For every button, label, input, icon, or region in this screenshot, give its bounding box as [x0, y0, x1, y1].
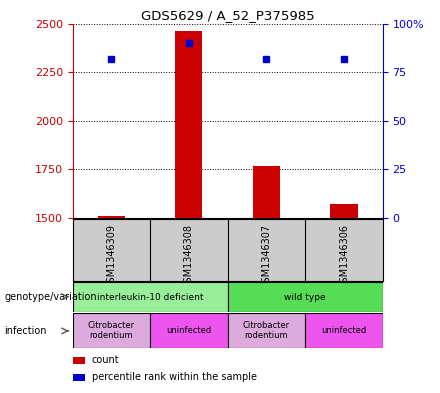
Bar [228, 282, 383, 312]
Text: uninfected: uninfected [166, 326, 212, 335]
Text: GSM1346306: GSM1346306 [339, 224, 349, 289]
Bar [253, 165, 280, 218]
Title: GDS5629 / A_52_P375985: GDS5629 / A_52_P375985 [141, 9, 315, 22]
Text: wild type: wild type [284, 293, 326, 301]
Text: genotype/variation: genotype/variation [4, 292, 97, 302]
Text: Citrobacter
rodentium: Citrobacter rodentium [88, 321, 135, 340]
Text: infection: infection [4, 326, 47, 336]
Bar [176, 31, 202, 218]
Bar [98, 216, 125, 218]
Text: interleukin-10 deficient: interleukin-10 deficient [97, 293, 203, 301]
Text: Citrobacter
rodentium: Citrobacter rodentium [243, 321, 290, 340]
Bar [228, 313, 305, 348]
Text: GSM1346307: GSM1346307 [261, 224, 271, 289]
Text: count: count [92, 355, 120, 365]
Text: percentile rank within the sample: percentile rank within the sample [92, 372, 257, 382]
Bar [73, 313, 150, 348]
Bar [73, 373, 85, 381]
Bar [73, 282, 228, 312]
Bar [330, 204, 358, 218]
Text: GSM1346308: GSM1346308 [184, 224, 194, 289]
Bar [150, 313, 228, 348]
Text: uninfected: uninfected [321, 326, 367, 335]
Text: GSM1346309: GSM1346309 [106, 224, 116, 289]
Bar [73, 356, 85, 364]
Bar [305, 313, 383, 348]
